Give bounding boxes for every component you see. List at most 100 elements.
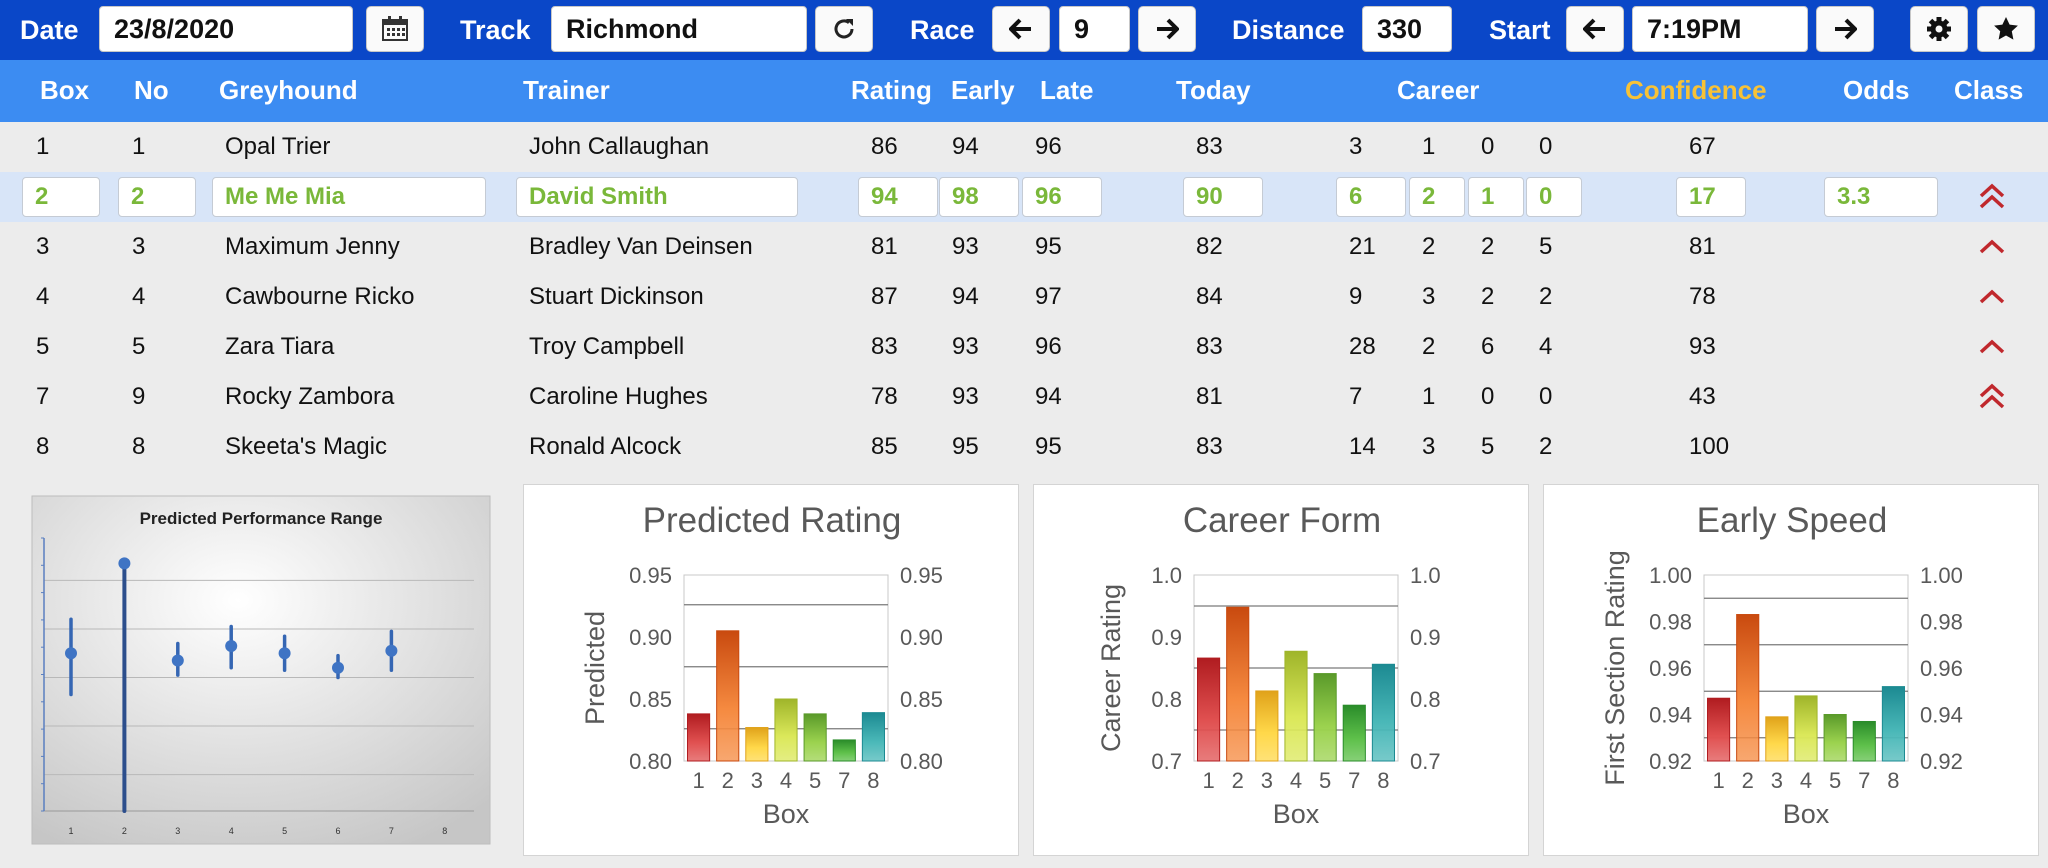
bar-box-1 (1706, 697, 1731, 762)
cell-no[interactable]: 2 (118, 177, 196, 217)
cell-c3[interactable]: 1 (1468, 177, 1524, 217)
cell-late: 96 (1035, 133, 1062, 160)
cell-confidence[interactable]: 17 (1676, 177, 1746, 217)
start-prev-button[interactable] (1566, 6, 1624, 52)
column-header-late[interactable]: Late (1040, 75, 1094, 105)
chart-title: Career Form (1183, 501, 1381, 540)
cell-early: 94 (952, 133, 979, 160)
cell-c1[interactable]: 6 (1336, 177, 1406, 217)
date-field[interactable] (99, 6, 353, 52)
cell-c4: 0 (1539, 383, 1553, 410)
table-row[interactable]: 3 3 Maximum Jenny Bradley Van Deinsen 81 93 95… (0, 222, 2048, 272)
y2-tick-label: 0.8 (1410, 687, 1441, 712)
cell-no: 4 (132, 283, 146, 310)
distance-field[interactable] (1362, 6, 1452, 52)
x-tick-label: 7 (1858, 768, 1870, 793)
cell-c4[interactable]: 0 (1526, 177, 1582, 217)
cell-today: 84 (1196, 283, 1223, 310)
bar-box-3 (1255, 690, 1279, 762)
cell-late: 94 (1035, 383, 1062, 410)
race-next-button[interactable] (1138, 6, 1196, 52)
cell-greyhound[interactable]: Me Me Mia (212, 177, 486, 217)
table-row[interactable]: 7 9 Rocky Zambora Caroline Hughes 78 93 94 81 7 1… (0, 372, 2048, 422)
x-tick-label: 5 (1829, 768, 1841, 793)
y2-tick-label: 0.98 (1920, 610, 1963, 635)
cell-today[interactable]: 90 (1183, 177, 1263, 217)
column-header-no[interactable]: No (134, 75, 169, 105)
cell-today: 82 (1196, 233, 1223, 260)
arrow-left-icon (1583, 18, 1605, 40)
column-header-early[interactable]: Early (951, 75, 1015, 105)
calendar-button[interactable] (366, 6, 424, 52)
y-tick-label: 1.00 (1649, 563, 1692, 588)
cell-box: 8 (36, 433, 50, 460)
cell-late: 96 (1035, 333, 1062, 360)
cell-c4: 4 (1539, 333, 1553, 360)
column-header-confidence[interactable]: Confidence (1625, 75, 1767, 105)
x-tick-label: 8 (442, 826, 447, 836)
bar-box-5 (1313, 673, 1337, 762)
column-header-greyhound[interactable]: Greyhound (219, 75, 358, 105)
y-tick-label: 0.7 (1151, 749, 1182, 774)
column-header-odds[interactable]: Odds (1843, 75, 1910, 105)
cell-early: 93 (952, 233, 979, 260)
track-field[interactable] (551, 6, 807, 52)
chevron-up-icon (1979, 289, 2005, 304)
start-next-button[interactable] (1816, 6, 1874, 52)
y2-tick-label: 0.9 (1410, 625, 1441, 650)
bar-box-7 (1852, 720, 1876, 762)
cell-today: 83 (1196, 333, 1223, 360)
x-tick-label: 4 (1800, 768, 1812, 793)
settings-button[interactable] (1910, 6, 1968, 52)
y2-tick-label: 0.95 (900, 563, 943, 588)
column-header-class[interactable]: Class (1954, 75, 2024, 105)
table-row[interactable]: 4 4 Cawbourne Ricko Stuart Dickinson 87 94 97 8… (0, 272, 2048, 322)
cell-rating[interactable]: 94 (858, 177, 938, 217)
x-tick-label: 3 (175, 826, 180, 836)
race-number-field[interactable] (1059, 6, 1130, 52)
column-header-career[interactable]: Career (1397, 75, 1480, 105)
cell-early[interactable]: 98 (939, 177, 1019, 217)
column-header-today[interactable]: Today (1176, 75, 1251, 105)
chart-title: Early Speed (1697, 501, 1888, 540)
cell-c1: 14 (1349, 433, 1376, 460)
table-row[interactable]: 2 2 Me Me Mia David Smith 94 98 96 90 6 2 1 0 17 3.3 (0, 172, 2048, 222)
runners-table: 1 1 Opal Trier John Callaughan 86 94 96 83 3 1 0 0 6… (0, 122, 2048, 470)
table-row[interactable]: 5 5 Zara Tiara Troy Campbell 83 93 96 83 28 2 6 4 93 (0, 322, 2048, 372)
cell-odds[interactable]: 3.3 (1824, 177, 1938, 217)
cell-late: 97 (1035, 283, 1062, 310)
table-row[interactable]: 8 8 Skeeta's Magic Ronald Alcock 85 95 95 83 14 3… (0, 422, 2048, 472)
cell-today: 83 (1196, 133, 1223, 160)
cell-c1: 21 (1349, 233, 1376, 260)
cell-early: 94 (952, 283, 979, 310)
x-tick-label: 1 (1712, 768, 1724, 793)
cell-box[interactable]: 2 (22, 177, 100, 217)
cell-trainer[interactable]: David Smith (516, 177, 798, 217)
cell-c2: 3 (1422, 283, 1436, 310)
cell-greyhound: Cawbourne Ricko (225, 283, 415, 310)
chart-title: Predicted Performance Range (140, 509, 383, 528)
cell-c3: 6 (1481, 333, 1495, 360)
cell-rating: 81 (871, 233, 898, 260)
cell-c2[interactable]: 2 (1409, 177, 1465, 217)
toolbar: Date Track Race Distance (0, 0, 2048, 60)
range-point (171, 654, 184, 667)
table-row[interactable]: 1 1 Opal Trier John Callaughan 86 94 96 83 3 1 0 0 6… (0, 122, 2048, 172)
bar-box-1 (686, 713, 711, 762)
x-tick-label: 2 (1232, 768, 1244, 793)
cell-trainer: Troy Campbell (529, 333, 685, 360)
start-time-field[interactable] (1632, 6, 1808, 52)
y-tick-label: 0.94 (1649, 703, 1692, 728)
refresh-button[interactable] (815, 6, 873, 52)
bar-box-3 (745, 727, 769, 762)
column-header-rating[interactable]: Rating (851, 75, 932, 105)
column-header-trainer[interactable]: Trainer (523, 75, 610, 105)
column-header-box[interactable]: Box (40, 75, 90, 105)
cell-greyhound: Maximum Jenny (225, 233, 400, 260)
favourite-button[interactable] (1977, 6, 2035, 52)
cell-late[interactable]: 96 (1022, 177, 1102, 217)
cell-c2: 1 (1422, 133, 1436, 160)
cell-no: 5 (132, 333, 146, 360)
range-point (118, 557, 131, 570)
race-prev-button[interactable] (992, 6, 1050, 52)
